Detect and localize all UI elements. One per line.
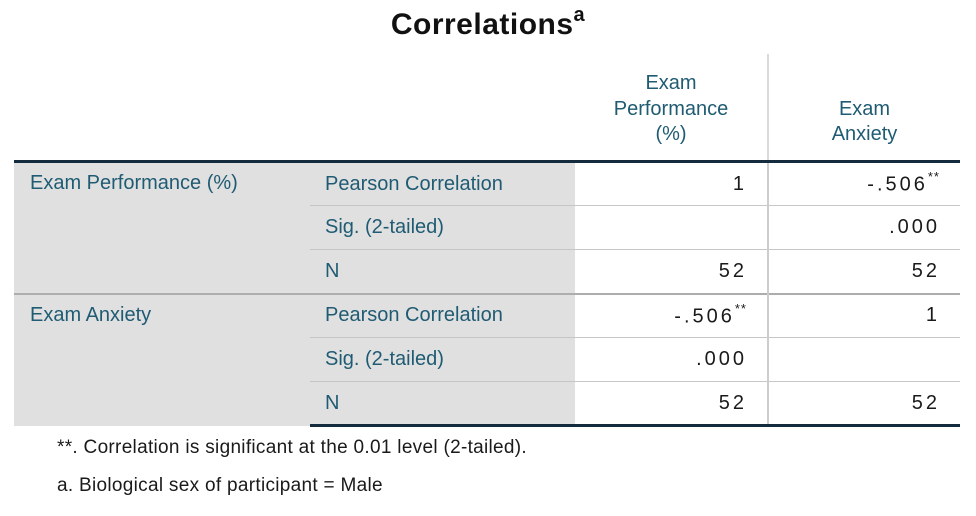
value-cell: 52: [767, 381, 960, 427]
value-cell: [575, 205, 768, 250]
value-cell: -.506**: [575, 292, 768, 338]
value-text: -.506: [674, 305, 735, 328]
table-row: Exam Performance (%) Pearson Correlation…: [14, 161, 960, 294]
table-title: Correlationsa: [0, 4, 976, 42]
table-row: N 52 52: [14, 381, 960, 427]
stat-corner-cell: [310, 54, 575, 163]
value-text: -.506: [867, 173, 928, 196]
value-text: .000: [696, 348, 747, 370]
significance-footnote: **. Correlation is significant at the 0.…: [57, 437, 528, 458]
stub-corner-cell: [14, 54, 310, 163]
table-row: Exam Anxiety Pearson Correlation -.506**…: [14, 292, 960, 426]
value-cell: 52: [767, 249, 960, 294]
column-header-exam-performance: Exam Performance (%): [575, 54, 768, 163]
value-cell: -.506**: [767, 161, 960, 206]
statistic-label: Sig. (2-tailed): [310, 205, 575, 250]
value-text: 52: [911, 259, 940, 282]
value-cell: .000: [575, 337, 768, 382]
split-file-footnote: a. Biological sex of participant = Male: [57, 475, 383, 496]
table-row: Sig. (2-tailed) .000: [14, 205, 960, 250]
table-footnotes: **. Correlation is significant at the 0.…: [57, 437, 976, 497]
value-cell: 1: [767, 292, 960, 338]
significance-marker: **: [927, 169, 940, 185]
value-text: 52: [911, 391, 940, 414]
value-cell: [767, 337, 960, 382]
value-text: 52: [718, 391, 747, 414]
row-block-label-exam-anxiety: Exam Anxiety: [14, 292, 310, 426]
value-text: 1: [925, 304, 940, 327]
value-text: 52: [718, 259, 747, 282]
statistic-label: N: [310, 249, 575, 294]
value-text: 1: [732, 172, 747, 195]
table-row: Sig. (2-tailed) .000: [14, 337, 960, 382]
value-cell: 1: [575, 162, 768, 206]
significance-marker: **: [734, 300, 747, 316]
row-block-label-exam-performance: Exam Performance (%): [14, 161, 310, 294]
table-row: N 52 52: [14, 249, 960, 294]
value-cell: 52: [575, 381, 768, 427]
column-header-row: Exam Performance (%) Exam Anxiety: [14, 54, 960, 163]
value-cell: 52: [575, 249, 768, 294]
value-cell: .000: [767, 205, 960, 250]
correlations-table: Exam Performance (%) Exam Anxiety Exam P…: [14, 54, 960, 427]
statistic-label: Pearson Correlation: [310, 161, 575, 206]
statistic-label: N: [310, 381, 575, 427]
table-title-text: Correlations: [390, 8, 574, 41]
value-text: .000: [889, 216, 940, 238]
statistic-label: Pearson Correlation: [310, 292, 575, 338]
column-header-exam-anxiety: Exam Anxiety: [767, 54, 960, 163]
statistic-label: Sig. (2-tailed): [310, 337, 575, 382]
table-title-footnote-marker: a: [573, 4, 586, 26]
